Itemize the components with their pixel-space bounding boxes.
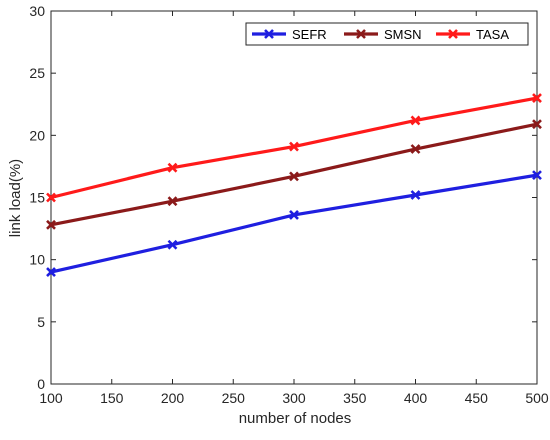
legend-box bbox=[245, 22, 529, 46]
data-point-smsn bbox=[410, 144, 421, 154]
data-point-smsn bbox=[167, 196, 178, 207]
legend-marker-smsn bbox=[356, 29, 366, 39]
x-tick-label: 150 bbox=[100, 390, 124, 406]
plot-area-frame bbox=[50, 10, 538, 385]
data-point-tasa bbox=[410, 115, 421, 126]
legend-label-smsn: SMSN bbox=[384, 27, 422, 42]
x-tick-label: 450 bbox=[465, 390, 489, 406]
x-tick-label: 400 bbox=[404, 390, 428, 406]
x-tick-label: 200 bbox=[161, 390, 185, 406]
data-point-smsn bbox=[289, 171, 299, 182]
x-tick-label: 350 bbox=[343, 390, 367, 406]
y-tick-label: 25 bbox=[29, 65, 45, 81]
legend-marker-sefr bbox=[264, 29, 274, 39]
y-axis-label: link load(%) bbox=[7, 159, 24, 237]
data-point-tasa bbox=[167, 162, 178, 173]
y-tick-label: 15 bbox=[29, 190, 45, 206]
x-tick-label: 500 bbox=[525, 390, 549, 406]
data-point-sefr bbox=[289, 209, 299, 220]
legend-item-tasa: TASA bbox=[436, 27, 509, 42]
data-point-tasa bbox=[46, 192, 56, 203]
legend-label-tasa: TASA bbox=[476, 27, 509, 42]
data-point-sefr bbox=[410, 190, 421, 200]
legend-item-sefr: SEFR bbox=[252, 27, 327, 42]
data-point-sefr bbox=[532, 170, 542, 181]
legend: SEFR SMSN TASA bbox=[245, 22, 529, 46]
data-point-tasa bbox=[289, 141, 299, 152]
legend-label-sefr: SEFR bbox=[292, 27, 327, 42]
x-tick-label: 250 bbox=[222, 390, 246, 406]
legend-marker-tasa bbox=[448, 29, 458, 39]
data-point-tasa bbox=[532, 93, 542, 103]
y-tick-label: 20 bbox=[29, 127, 45, 143]
legend-item-smsn: SMSN bbox=[344, 27, 422, 42]
y-tick-label: 0 bbox=[37, 376, 45, 392]
data-point-sefr bbox=[46, 267, 56, 278]
x-axis-label: number of nodes bbox=[239, 410, 352, 427]
y-tick-label: 30 bbox=[29, 3, 45, 19]
y-tick-label: 10 bbox=[29, 252, 45, 268]
y-tick-label: 5 bbox=[37, 314, 45, 330]
data-point-sefr bbox=[167, 239, 178, 250]
data-point-smsn bbox=[46, 219, 56, 230]
x-tick-label: 100 bbox=[39, 390, 63, 406]
x-tick-label: 300 bbox=[282, 390, 306, 406]
data-point-smsn bbox=[532, 119, 542, 130]
